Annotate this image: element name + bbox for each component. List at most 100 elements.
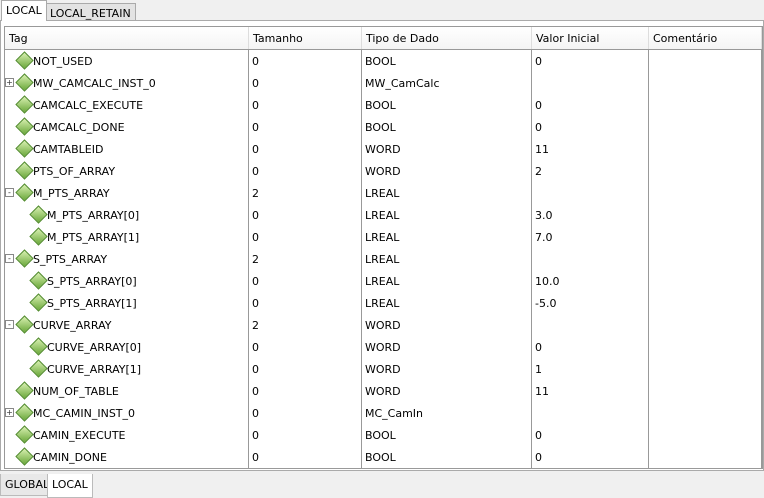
- comment-cell[interactable]: [649, 380, 762, 402]
- size-cell[interactable]: 2: [249, 248, 362, 270]
- col-header-size[interactable]: Tamanho: [249, 27, 362, 49]
- table-row[interactable]: CURVE_ARRAY[1] 0 WORD 1: [5, 358, 762, 380]
- tag-cell[interactable]: - S_PTS_ARRAY: [5, 248, 249, 270]
- tab-local-retain[interactable]: LOCAL_RETAIN: [45, 3, 136, 23]
- type-cell[interactable]: BOOL: [362, 116, 532, 138]
- type-cell[interactable]: LREAL: [362, 226, 532, 248]
- tag-cell[interactable]: - M_PTS_ARRAY: [5, 182, 249, 204]
- initial-value-cell[interactable]: [532, 314, 649, 336]
- tag-cell[interactable]: CAMIN_EXECUTE: [5, 424, 249, 446]
- table-row[interactable]: CAMIN_EXECUTE 0 BOOL 0: [5, 424, 762, 446]
- initial-value-cell[interactable]: [532, 72, 649, 94]
- initial-value-cell[interactable]: 3.0: [532, 204, 649, 226]
- table-row[interactable]: S_PTS_ARRAY[1] 0 LREAL -5.0: [5, 292, 762, 314]
- initial-value-cell[interactable]: 0: [532, 116, 649, 138]
- tag-cell[interactable]: CAMCALC_EXECUTE: [5, 94, 249, 116]
- size-cell[interactable]: 0: [249, 446, 362, 468]
- tag-cell[interactable]: CURVE_ARRAY[1]: [5, 358, 249, 380]
- comment-cell[interactable]: [649, 292, 762, 314]
- initial-value-cell[interactable]: 0: [532, 446, 649, 468]
- table-row[interactable]: - M_PTS_ARRAY 2 LREAL: [5, 182, 762, 204]
- size-cell[interactable]: 0: [249, 336, 362, 358]
- tag-cell[interactable]: CAMTABLEID: [5, 138, 249, 160]
- size-cell[interactable]: 0: [249, 292, 362, 314]
- tag-cell[interactable]: - CURVE_ARRAY: [5, 314, 249, 336]
- size-cell[interactable]: 0: [249, 72, 362, 94]
- comment-cell[interactable]: [649, 270, 762, 292]
- table-row[interactable]: M_PTS_ARRAY[1] 0 LREAL 7.0: [5, 226, 762, 248]
- expand-icon[interactable]: +: [5, 78, 14, 87]
- comment-cell[interactable]: [649, 160, 762, 182]
- initial-value-cell[interactable]: 11: [532, 138, 649, 160]
- comment-cell[interactable]: [649, 226, 762, 248]
- comment-cell[interactable]: [649, 72, 762, 94]
- tag-cell[interactable]: NUM_OF_TABLE: [5, 380, 249, 402]
- table-row[interactable]: CAMIN_DONE 0 BOOL 0: [5, 446, 762, 468]
- table-row[interactable]: CURVE_ARRAY[0] 0 WORD 0: [5, 336, 762, 358]
- initial-value-cell[interactable]: [532, 402, 649, 424]
- initial-value-cell[interactable]: 10.0: [532, 270, 649, 292]
- size-cell[interactable]: 0: [249, 270, 362, 292]
- comment-cell[interactable]: [649, 248, 762, 270]
- comment-cell[interactable]: [649, 138, 762, 160]
- initial-value-cell[interactable]: 7.0: [532, 226, 649, 248]
- initial-value-cell[interactable]: 1: [532, 358, 649, 380]
- tab-local[interactable]: LOCAL: [1, 0, 47, 21]
- tag-cell[interactable]: CAMCALC_DONE: [5, 116, 249, 138]
- size-cell[interactable]: 0: [249, 358, 362, 380]
- type-cell[interactable]: WORD: [362, 160, 532, 182]
- table-row[interactable]: CAMTABLEID 0 WORD 11: [5, 138, 762, 160]
- initial-value-cell[interactable]: [532, 182, 649, 204]
- table-row[interactable]: S_PTS_ARRAY[0] 0 LREAL 10.0: [5, 270, 762, 292]
- tag-cell[interactable]: CAMIN_DONE: [5, 446, 249, 468]
- col-header-comment[interactable]: Comentário: [649, 27, 762, 49]
- initial-value-cell[interactable]: 0: [532, 50, 649, 72]
- tag-cell[interactable]: CURVE_ARRAY[0]: [5, 336, 249, 358]
- table-row[interactable]: CAMCALC_DONE 0 BOOL 0: [5, 116, 762, 138]
- type-cell[interactable]: BOOL: [362, 50, 532, 72]
- tag-cell[interactable]: S_PTS_ARRAY[1]: [5, 292, 249, 314]
- table-row[interactable]: PTS_OF_ARRAY 0 WORD 2: [5, 160, 762, 182]
- size-cell[interactable]: 0: [249, 94, 362, 116]
- comment-cell[interactable]: [649, 182, 762, 204]
- table-row[interactable]: NUM_OF_TABLE 0 WORD 11: [5, 380, 762, 402]
- tag-cell[interactable]: M_PTS_ARRAY[1]: [5, 226, 249, 248]
- size-cell[interactable]: 0: [249, 160, 362, 182]
- type-cell[interactable]: LREAL: [362, 182, 532, 204]
- type-cell[interactable]: WORD: [362, 380, 532, 402]
- size-cell[interactable]: 0: [249, 402, 362, 424]
- comment-cell[interactable]: [649, 50, 762, 72]
- comment-cell[interactable]: [649, 446, 762, 468]
- type-cell[interactable]: LREAL: [362, 248, 532, 270]
- table-row[interactable]: - CURVE_ARRAY 2 WORD: [5, 314, 762, 336]
- comment-cell[interactable]: [649, 336, 762, 358]
- type-cell[interactable]: WORD: [362, 358, 532, 380]
- comment-cell[interactable]: [649, 424, 762, 446]
- type-cell[interactable]: BOOL: [362, 446, 532, 468]
- initial-value-cell[interactable]: [532, 248, 649, 270]
- collapse-icon[interactable]: -: [5, 188, 14, 197]
- size-cell[interactable]: 0: [249, 226, 362, 248]
- tag-cell[interactable]: + MC_CAMIN_INST_0: [5, 402, 249, 424]
- comment-cell[interactable]: [649, 402, 762, 424]
- tag-cell[interactable]: S_PTS_ARRAY[0]: [5, 270, 249, 292]
- col-header-tag[interactable]: Tag: [5, 27, 249, 49]
- comment-cell[interactable]: [649, 358, 762, 380]
- size-cell[interactable]: 0: [249, 138, 362, 160]
- type-cell[interactable]: WORD: [362, 138, 532, 160]
- initial-value-cell[interactable]: 0: [532, 336, 649, 358]
- tab-local-bottom[interactable]: LOCAL: [47, 474, 93, 498]
- table-row[interactable]: M_PTS_ARRAY[0] 0 LREAL 3.0: [5, 204, 762, 226]
- table-row[interactable]: + MW_CAMCALC_INST_0 0 MW_CamCalc: [5, 72, 762, 94]
- type-cell[interactable]: LREAL: [362, 204, 532, 226]
- initial-value-cell[interactable]: -5.0: [532, 292, 649, 314]
- initial-value-cell[interactable]: 0: [532, 94, 649, 116]
- tag-cell[interactable]: NOT_USED: [5, 50, 249, 72]
- type-cell[interactable]: WORD: [362, 336, 532, 358]
- size-cell[interactable]: 0: [249, 380, 362, 402]
- collapse-icon[interactable]: -: [5, 320, 14, 329]
- comment-cell[interactable]: [649, 314, 762, 336]
- size-cell[interactable]: 0: [249, 50, 362, 72]
- comment-cell[interactable]: [649, 94, 762, 116]
- size-cell[interactable]: 2: [249, 314, 362, 336]
